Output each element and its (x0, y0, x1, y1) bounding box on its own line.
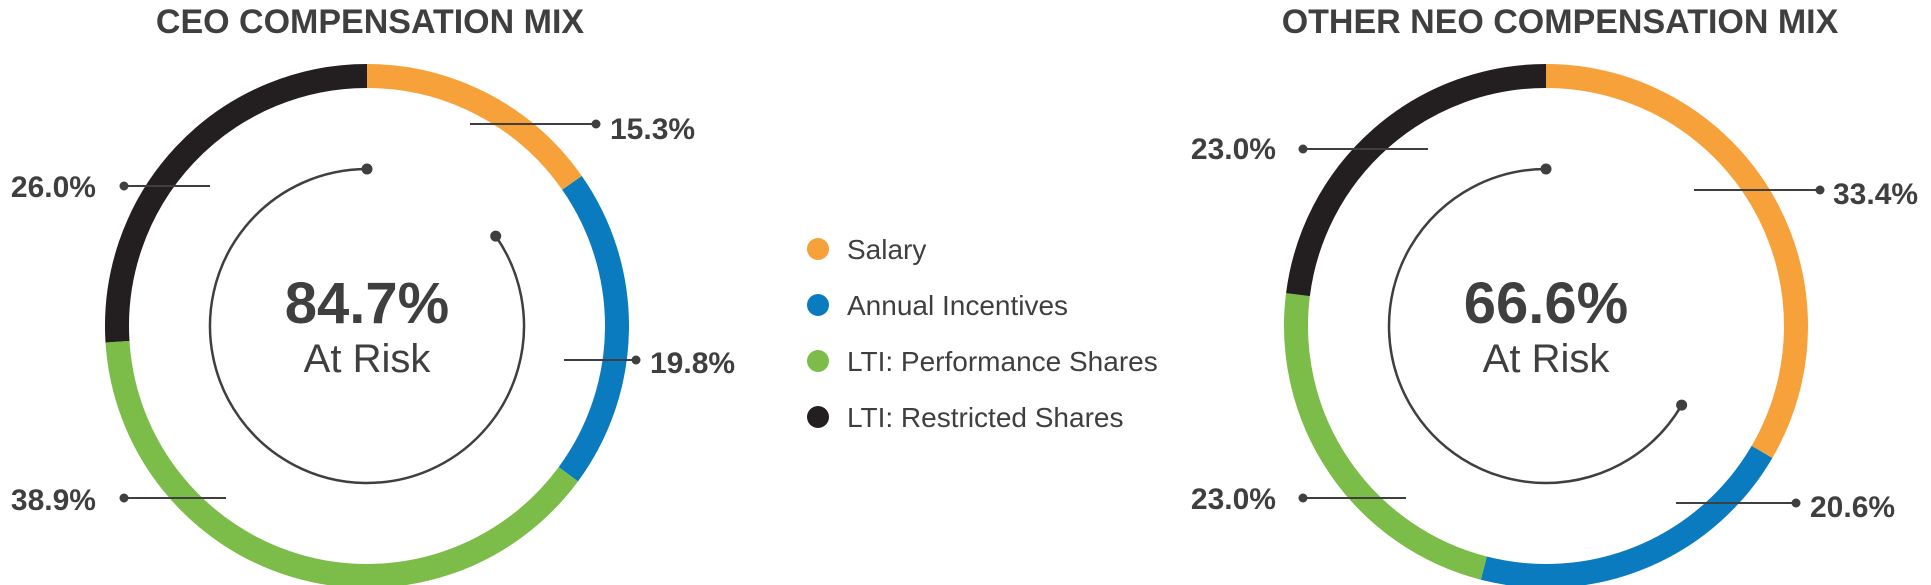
slice-label: 33.4% (1833, 178, 1918, 211)
donut-ring (1284, 64, 1808, 585)
leader-dot (591, 119, 601, 129)
legend-label: LTI: Performance Shares (847, 346, 1158, 377)
at-risk-arc-end-dot (490, 230, 502, 242)
slice-label: 20.6% (1810, 491, 1895, 524)
legend-label: LTI: Restricted Shares (847, 402, 1123, 433)
leader-dot (1298, 144, 1308, 154)
chart-title: CEO COMPENSATION MIX (156, 3, 584, 41)
at-risk-arc (1387, 163, 1688, 485)
center-label: At Risk (304, 337, 432, 381)
donut-slice-lti-restricted-shares (105, 64, 368, 343)
center-value: 84.7% (285, 271, 449, 336)
at-risk-arc-line (1387, 167, 1683, 485)
donut-ring (105, 64, 629, 585)
donut-slice-annual-incentives (558, 176, 629, 482)
leader-dot (1815, 185, 1825, 195)
legend-label: Salary (847, 234, 926, 265)
legend-swatch (807, 238, 829, 260)
label-leaders: 15.3% 19.8% 38.9% 26.0% (11, 113, 735, 517)
slice-label: 38.9% (11, 484, 96, 517)
legend-swatch (807, 406, 829, 428)
chart-title: OTHER NEO COMPENSATION MIX (1282, 3, 1839, 41)
at-risk-arc-end-dot (1676, 399, 1688, 411)
slice-label: 15.3% (610, 113, 695, 146)
legend-swatch (807, 294, 829, 316)
slice-label: 26.0% (11, 171, 96, 204)
label-leaders: 33.4% 20.6% 23.0% 23.0% (1191, 133, 1918, 524)
leader-dot (1298, 493, 1308, 503)
leader-dot (119, 493, 129, 503)
legend-item-salary: Salary (807, 234, 926, 265)
at-risk-arc-line (208, 167, 526, 485)
center-label: At Risk (1483, 337, 1611, 381)
legend-item-performance-shares: LTI: Performance Shares (807, 346, 1158, 377)
legend-swatch (807, 350, 829, 372)
donut-slice-salary (1545, 64, 1808, 458)
at-risk-arc-start-dot (1540, 163, 1552, 175)
slice-label: 23.0% (1191, 483, 1276, 516)
donut-slice-lti-performance-shares (1284, 293, 1487, 580)
legend-item-annual-incentives: Annual Incentives (807, 290, 1068, 321)
other-neo-compensation-chart: OTHER NEO COMPENSATION MIX 33.4% 20.6% 23.… (1191, 3, 1918, 585)
donut-slice-salary (366, 64, 582, 190)
at-risk-arc (208, 163, 526, 485)
donut-slice-lti-performance-shares (105, 340, 578, 585)
slice-label: 19.8% (650, 347, 735, 380)
leader-dot (1791, 498, 1801, 508)
slice-label: 23.0% (1191, 133, 1276, 166)
donut-slice-lti-restricted-shares (1286, 64, 1547, 297)
legend-label: Annual Incentives (847, 290, 1068, 321)
at-risk-arc-start-dot (361, 163, 373, 175)
legend-item-restricted-shares: LTI: Restricted Shares (807, 402, 1123, 433)
center-value: 66.6% (1464, 271, 1628, 336)
ceo-compensation-chart: CEO COMPENSATION MIX 15.3% 19.8% 38.9% 26.0… (11, 3, 735, 585)
legend: Salary Annual Incentives LTI: Performanc… (807, 234, 1158, 433)
leader-dot (631, 355, 641, 365)
leader-dot (119, 181, 129, 191)
donut-slice-annual-incentives (1480, 445, 1773, 585)
